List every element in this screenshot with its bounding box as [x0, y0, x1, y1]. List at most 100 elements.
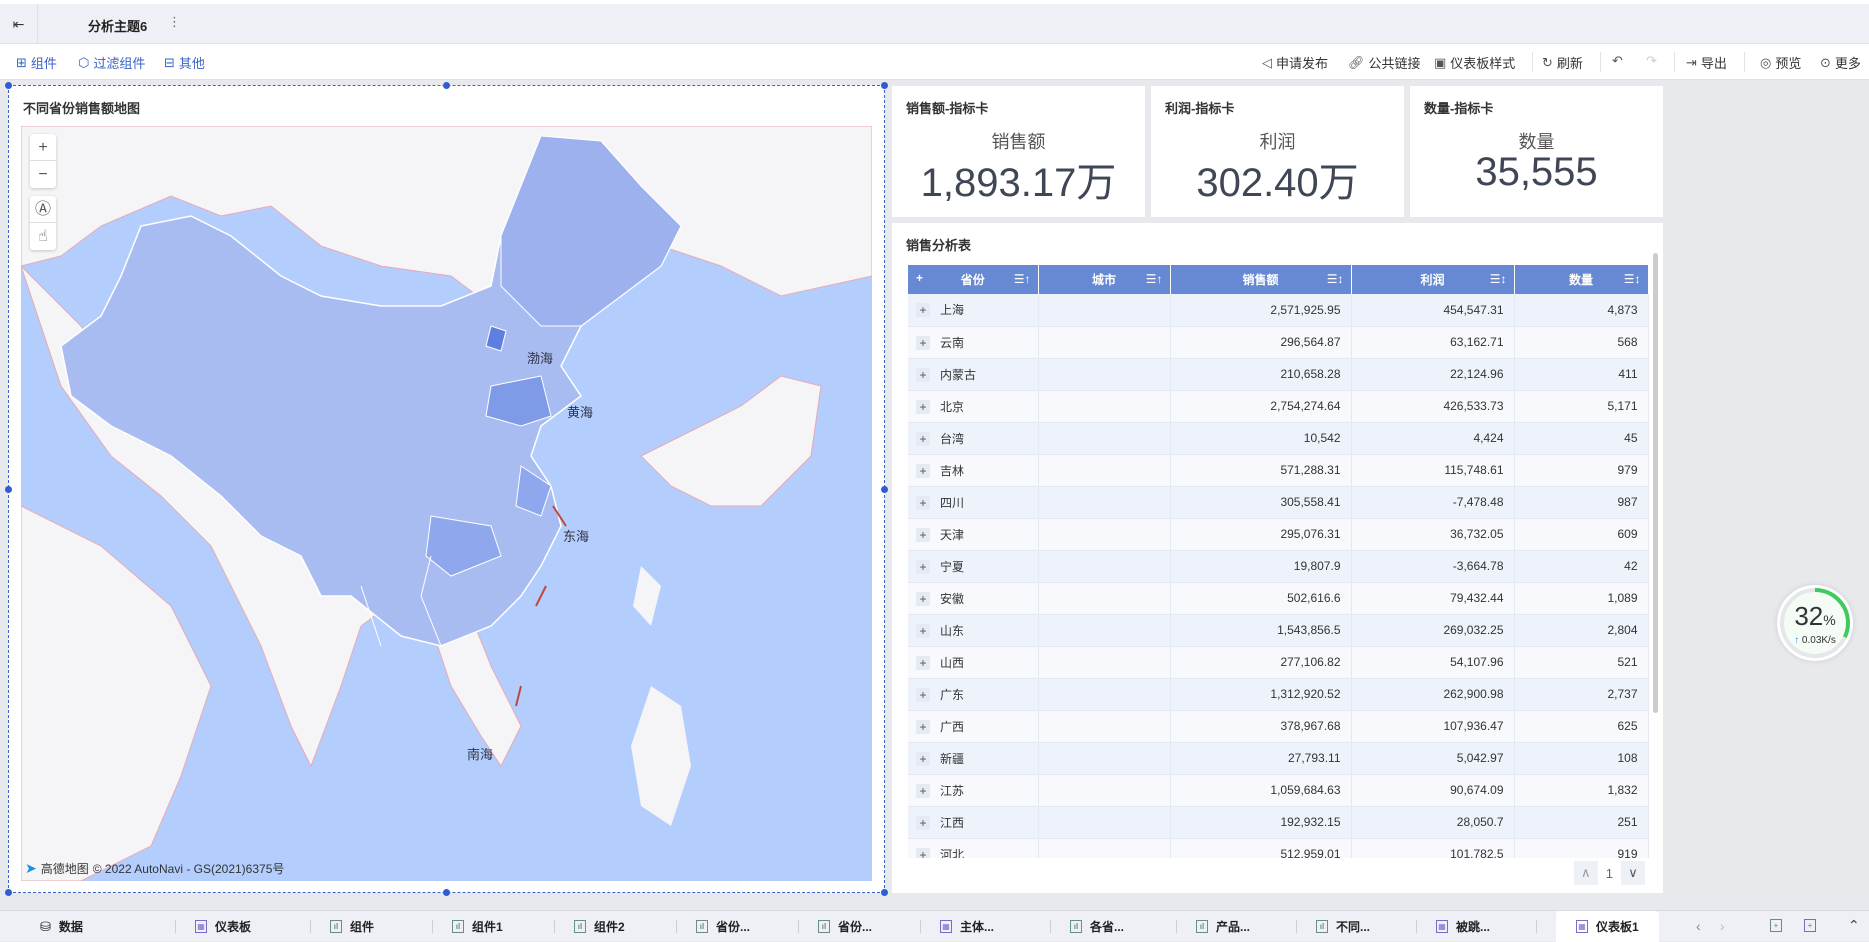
sheet-tab[interactable]: ıl 不同...: [1316, 911, 1370, 942]
refresh-button[interactable]: ↻ 刷新: [1542, 54, 1583, 72]
cell-province: + 新疆: [908, 742, 1039, 775]
expand-all-icon[interactable]: +: [916, 271, 924, 285]
network-speed-widget[interactable]: 32% ↑ 0.03K/s: [1777, 585, 1853, 661]
sort-icon[interactable]: ☰↑: [1013, 272, 1031, 286]
table-row[interactable]: + 上海 2,571,925.95 454,547.31 4,873: [908, 294, 1649, 327]
redo-button[interactable]: ↷: [1646, 53, 1657, 69]
tab-next-icon[interactable]: ›: [1720, 918, 1725, 934]
kpi-card-profit[interactable]: 利润-指标卡 利润 302.40万: [1151, 86, 1404, 217]
sort-icon[interactable]: ☰↕: [1326, 272, 1344, 286]
table-row[interactable]: + 云南 296,564.87 63,162.71 568: [908, 326, 1649, 359]
component-button[interactable]: ⊞ 组件: [16, 54, 57, 72]
table-scrollbar[interactable]: [1653, 253, 1658, 713]
expand-row-icon[interactable]: +: [916, 463, 930, 478]
table-row[interactable]: + 江西 192,932.15 28,050.7 251: [908, 806, 1649, 839]
collapse-icon[interactable]: ⌃: [1848, 917, 1860, 933]
expand-row-icon[interactable]: +: [916, 623, 930, 638]
expand-row-icon[interactable]: +: [916, 527, 930, 542]
expand-row-icon[interactable]: +: [916, 367, 930, 382]
table-row[interactable]: + 河北 512,959.01 101,782.5 919: [908, 838, 1649, 858]
sheet-tab-bar: ‹ › + + ⌃ ⛁ 数据 ▦ 仪表板 ıl 组件 ıl 组件1 ıl 组件2 ıl 省份... ıl…: [0, 910, 1869, 942]
table-row[interactable]: + 台湾 10,542 4,424 45: [908, 422, 1649, 455]
analysis-title[interactable]: 分析主题6: [88, 19, 148, 34]
sheet-tab[interactable]: ıl 省份...: [696, 911, 750, 942]
public-link-button[interactable]: 🔗︎ 公共链接: [1348, 54, 1421, 72]
column-header-quantity[interactable]: 数量 ☰↕: [1514, 265, 1649, 294]
sheet-tab[interactable]: ıl 省份...: [818, 911, 872, 942]
table-row[interactable]: + 山西 277,106.82 54,107.96 521: [908, 646, 1649, 679]
expand-row-icon[interactable]: +: [916, 847, 930, 858]
kpi-card-sales[interactable]: 销售额-指标卡 销售额 1,893.17万: [892, 86, 1145, 217]
add-dashboard-icon[interactable]: +: [1804, 919, 1816, 932]
expand-row-icon[interactable]: +: [916, 655, 930, 670]
table-row[interactable]: + 天津 295,076.31 36,732.05 609: [908, 518, 1649, 551]
expand-row-icon[interactable]: +: [916, 399, 930, 414]
table-row[interactable]: + 吉林 571,288.31 115,748.61 979: [908, 454, 1649, 487]
more-button[interactable]: ⊙ 更多: [1820, 54, 1861, 72]
sheet-tab[interactable]: ▦ 仪表板: [195, 911, 251, 942]
chart-icon: ıl: [452, 920, 464, 933]
kebab-icon[interactable]: ⋮: [168, 14, 181, 29]
table-cell: 1,832: [1514, 774, 1649, 807]
expand-row-icon[interactable]: +: [916, 303, 930, 318]
sheet-tab[interactable]: ıl 产品...: [1196, 911, 1250, 942]
table-row[interactable]: + 四川 305,558.41 -7,478.48 987: [908, 486, 1649, 519]
sort-icon[interactable]: ☰↕: [1489, 272, 1507, 286]
pan-hand-icon[interactable]: ☝: [38, 228, 48, 245]
table-row[interactable]: + 江苏 1,059,684.63 90,674.09 1,832: [908, 774, 1649, 807]
tab-prev-icon[interactable]: ‹: [1696, 918, 1701, 934]
expand-row-icon[interactable]: +: [916, 783, 930, 798]
filter-component-button[interactable]: ⬡ 过滤组件: [78, 54, 146, 72]
export-button[interactable]: ⇥ 导出: [1686, 54, 1727, 72]
undo-button[interactable]: ↶: [1612, 53, 1623, 69]
other-button[interactable]: ⊟ 其他: [164, 54, 205, 72]
china-sales-map[interactable]: + − Ⓐ ☝ 渤海 黄海 东海 南海 ➤ 高德地图 © 2022 AutoNa…: [21, 126, 872, 881]
expand-row-icon[interactable]: +: [916, 559, 930, 574]
table-row[interactable]: + 广东 1,312,920.52 262,900.98 2,737: [908, 678, 1649, 711]
kpi-card-quantity[interactable]: 数量-指标卡 数量 35,555: [1410, 86, 1663, 217]
column-header-city[interactable]: 城市 ☰↑: [1038, 265, 1171, 294]
table-row[interactable]: + 新疆 27,793.11 5,042.97 108: [908, 742, 1649, 775]
add-chart-icon[interactable]: +: [1770, 919, 1782, 932]
expand-row-icon[interactable]: +: [916, 719, 930, 734]
sales-table-widget[interactable]: 销售分析表 + 省份 ☰↑ 城市 ☰↑ 销售额 ☰↕ 利润 ☰↕ 数量 ☰↕ + 上海 2,57…: [892, 223, 1663, 893]
page-up-button[interactable]: ∧: [1573, 861, 1598, 885]
column-header-profit[interactable]: 利润 ☰↕: [1351, 265, 1515, 294]
column-header-sales[interactable]: 销售额 ☰↕: [1170, 265, 1352, 294]
sheet-tab[interactable]: ıl 组件1: [452, 911, 503, 942]
preview-button[interactable]: ◎ 预览: [1760, 54, 1802, 72]
sheet-tab[interactable]: ıl 组件2: [574, 911, 625, 942]
sheet-tab[interactable]: ▦ 仪表板1: [1556, 911, 1659, 942]
expand-row-icon[interactable]: +: [916, 495, 930, 510]
table-row[interactable]: + 北京 2,754,274.64 426,533.73 5,171: [908, 390, 1649, 423]
table-cell: 378,967.68: [1170, 710, 1352, 743]
column-header-province[interactable]: + 省份 ☰↑: [908, 265, 1039, 294]
expand-row-icon[interactable]: +: [916, 751, 930, 766]
expand-row-icon[interactable]: +: [916, 815, 930, 830]
table-row[interactable]: + 内蒙古 210,658.28 22,124.96 411: [908, 358, 1649, 391]
dashboard-icon: ▦: [195, 920, 207, 933]
sheet-tab[interactable]: ▦ 主体...: [940, 911, 994, 942]
sheet-tab[interactable]: ıl 各省...: [1070, 911, 1124, 942]
expand-row-icon[interactable]: +: [916, 591, 930, 606]
expand-row-icon[interactable]: +: [916, 687, 930, 702]
sheet-tab[interactable]: ⛁ 数据: [40, 918, 83, 935]
publish-button[interactable]: ◁ 申请发布: [1262, 54, 1329, 72]
sheet-tab[interactable]: ▦ 被跳...: [1436, 911, 1490, 942]
sheet-tab[interactable]: ıl 组件: [330, 911, 374, 942]
expand-row-icon[interactable]: +: [916, 431, 930, 446]
table-row[interactable]: + 广西 378,967.68 107,936.47 625: [908, 710, 1649, 743]
table-row[interactable]: + 安徽 502,616.6 79,432.44 1,089: [908, 582, 1649, 615]
map-widget[interactable]: 不同省份销售额地图 + − Ⓐ ☝ 渤海 黄海 东海 南海: [5, 82, 888, 896]
expand-row-icon[interactable]: +: [916, 335, 930, 350]
sort-icon[interactable]: ☰↕: [1623, 272, 1641, 286]
exit-icon[interactable]: ⇤: [0, 4, 38, 44]
rotate-icon[interactable]: Ⓐ: [30, 196, 56, 223]
table-row[interactable]: + 山东 1,543,856.5 269,032.25 2,804: [908, 614, 1649, 647]
zoom-out-button[interactable]: −: [38, 166, 48, 183]
dashboard-style-button[interactable]: ▣ 仪表板样式: [1434, 54, 1516, 72]
zoom-in-button[interactable]: +: [30, 134, 56, 161]
sort-icon[interactable]: ☰↑: [1145, 272, 1163, 286]
table-row[interactable]: + 宁夏 19,807.9 -3,664.78 42: [908, 550, 1649, 583]
page-down-button[interactable]: ∨: [1621, 861, 1645, 885]
